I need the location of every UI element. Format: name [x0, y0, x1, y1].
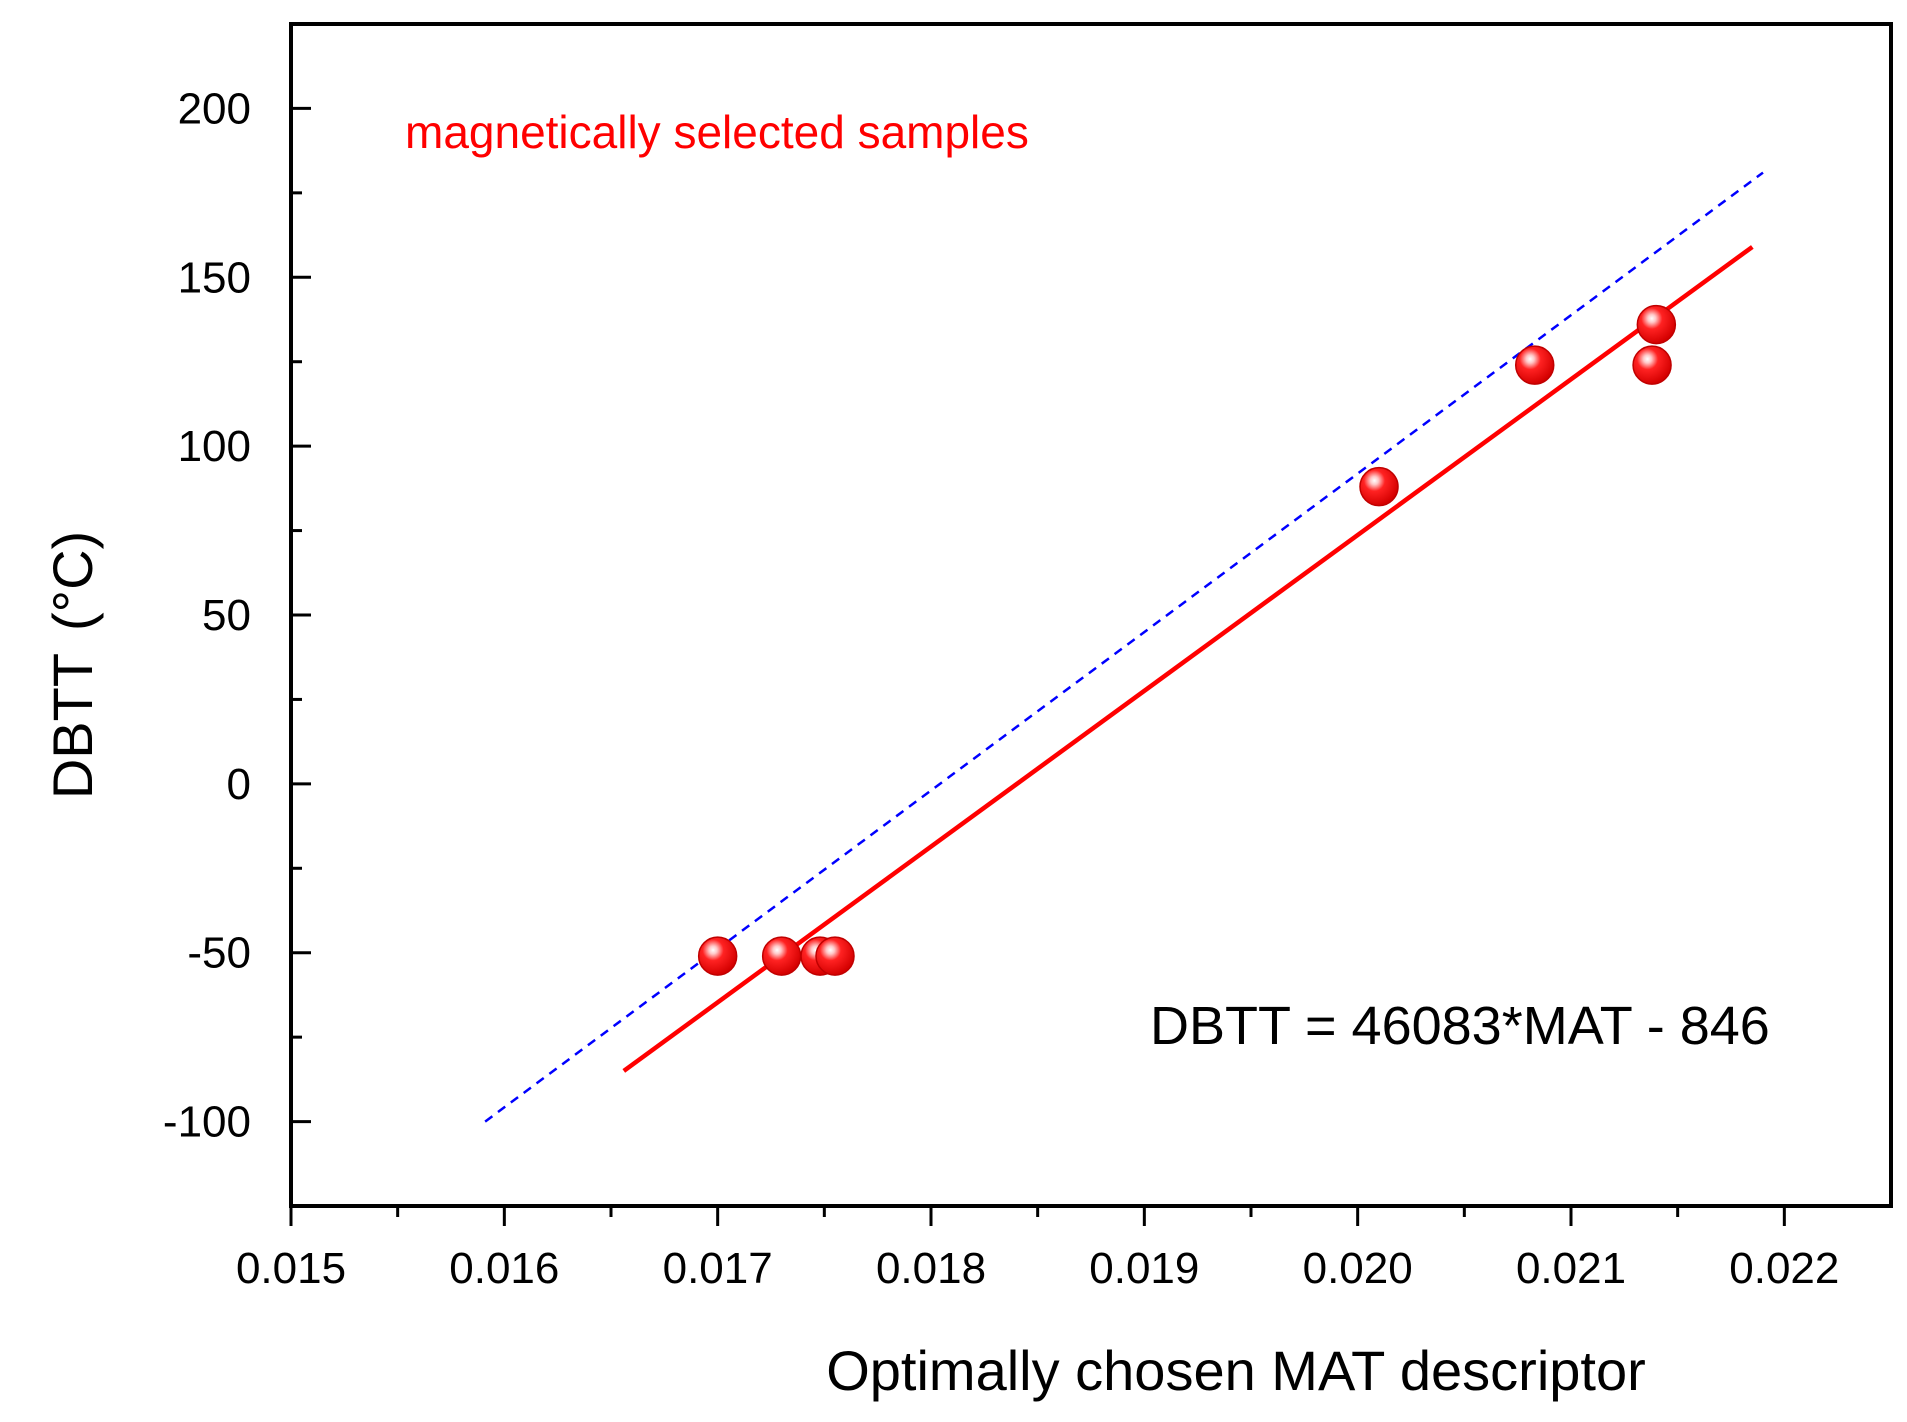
x-tick-label: 0.015	[236, 1244, 346, 1293]
x-axis-title: Optimally chosen MAT descriptor	[826, 1339, 1646, 1402]
points-layer	[697, 304, 1677, 976]
y-axis-title: DBTT (°C)	[41, 531, 104, 799]
y-axis-title-unit: (°C)	[41, 531, 104, 631]
data-point	[1632, 345, 1672, 385]
x-tick-label: 0.022	[1729, 1244, 1839, 1293]
y-tick-label: 0	[227, 760, 251, 809]
x-tick-label: 0.018	[876, 1244, 986, 1293]
reference-line	[484, 171, 1764, 1123]
x-tick-label: 0.020	[1303, 1244, 1413, 1293]
x-tick-label: 0.016	[449, 1244, 559, 1293]
y-tick-label: 200	[178, 84, 251, 133]
annotation-label: magnetically selected samples	[405, 106, 1029, 158]
data-point	[761, 936, 802, 976]
data-point	[1514, 345, 1555, 385]
y-tick-label: -50	[187, 929, 251, 978]
data-point	[697, 936, 738, 976]
x-tick-label: 0.021	[1516, 1244, 1626, 1293]
reference-line-layer	[484, 171, 1764, 1123]
y-axis-ticks: -100 -50 0 50 100 150 200	[163, 84, 311, 1147]
fit-line-layer	[622, 245, 1754, 1073]
fit-line	[622, 245, 1754, 1073]
y-axis-title-main: DBTT	[41, 653, 104, 799]
data-point	[815, 936, 855, 976]
y-tick-label: 150	[178, 253, 251, 302]
y-tick-label: 100	[178, 422, 251, 471]
y-tick-label: 50	[202, 591, 251, 640]
equation-label: DBTT = 46083*MAT - 846	[1150, 996, 1770, 1056]
data-point	[1636, 304, 1677, 345]
x-tick-label: 0.019	[1089, 1244, 1199, 1293]
y-tick-label: -100	[163, 1098, 251, 1147]
x-axis-ticks: 0.015 0.016 0.017 0.018 0.019 0.020 0.021 0.022	[236, 1206, 1839, 1293]
svg-text:DBTT(°C): DBTT (°C)	[41, 531, 104, 799]
data-point	[1359, 466, 1399, 507]
x-tick-label: 0.017	[663, 1244, 773, 1293]
